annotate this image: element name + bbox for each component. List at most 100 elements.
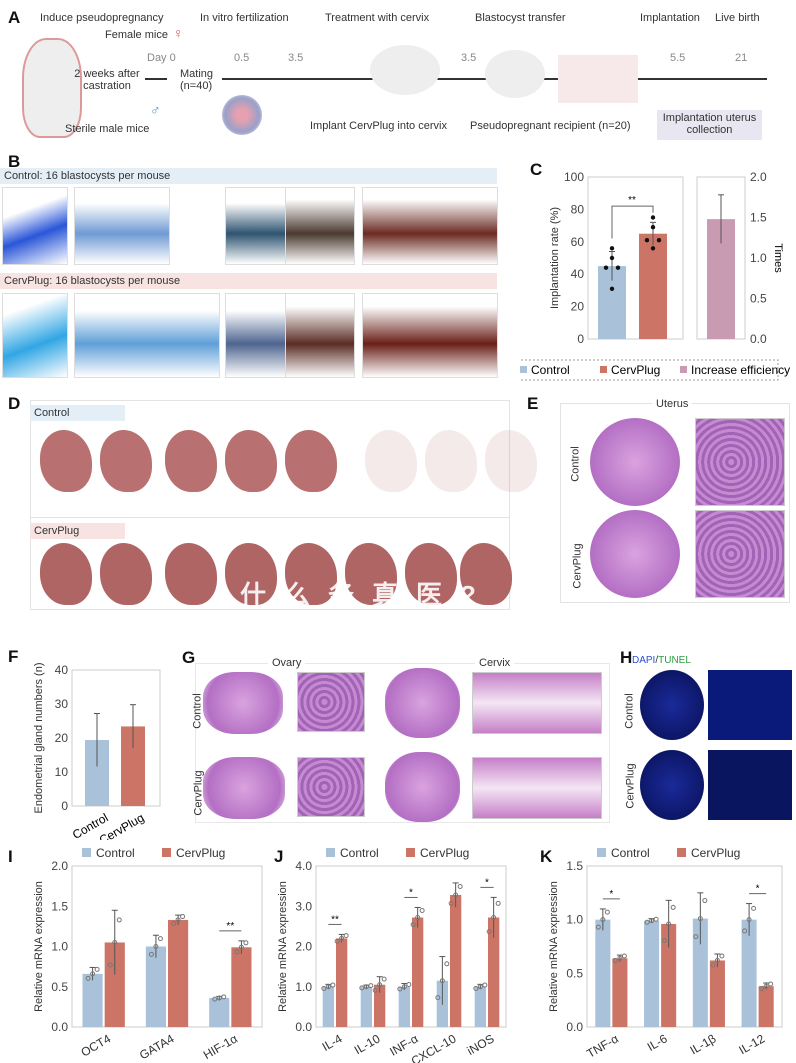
data-point xyxy=(175,917,181,923)
y-axis-label: Relative mRNA expression xyxy=(548,881,560,1012)
cervix-image xyxy=(385,668,460,738)
uterus-image xyxy=(362,293,498,378)
data-point xyxy=(656,237,662,243)
pup-image xyxy=(100,430,152,492)
data-point xyxy=(457,884,463,890)
legend-swatch xyxy=(680,366,687,373)
histology-frame xyxy=(195,663,610,823)
data-point xyxy=(742,928,748,934)
row-label: CervPlug xyxy=(624,763,637,809)
significance-mark: ** xyxy=(628,195,636,206)
pup-image xyxy=(365,430,417,492)
bar xyxy=(450,894,462,1027)
data-point xyxy=(397,986,403,992)
uterus-image xyxy=(285,187,355,265)
y-tick-label: 30 xyxy=(55,697,69,711)
bar xyxy=(231,947,252,1027)
bar xyxy=(595,919,611,1027)
blastocyst-illustration xyxy=(558,55,638,103)
significance-mark: ** xyxy=(331,914,339,925)
pup-image xyxy=(285,543,337,605)
data-point xyxy=(171,920,177,926)
significance-mark: ** xyxy=(226,921,234,932)
data-point xyxy=(406,981,412,987)
pup-image xyxy=(285,430,337,492)
data-point xyxy=(439,978,445,984)
data-point xyxy=(368,983,374,989)
ovary-zoom-image xyxy=(297,757,365,817)
panel-label: B xyxy=(8,152,21,171)
uterus-zoom-image xyxy=(695,418,785,506)
data-point xyxy=(363,984,369,990)
data-point xyxy=(153,944,159,949)
data-point xyxy=(763,983,769,989)
data-point xyxy=(609,246,615,251)
mouse-illustration xyxy=(370,45,440,95)
data-point xyxy=(343,933,349,939)
y2-tick-label: 2.0 xyxy=(750,170,767,184)
y-tick-label: 10 xyxy=(55,765,69,779)
x-tick-label: GATA4 xyxy=(137,1031,177,1062)
panel-label: H xyxy=(620,648,633,667)
x-tick-label: IL-6 xyxy=(645,1031,670,1054)
bar xyxy=(488,917,500,1027)
y-tick-label: 20 xyxy=(571,300,585,314)
plot-frame xyxy=(587,176,684,340)
pup-image xyxy=(405,543,457,605)
uterus-section-image xyxy=(590,418,680,506)
row-label: CervPlug xyxy=(571,543,584,589)
data-point xyxy=(719,953,725,959)
y-tick-label: 0.5 xyxy=(51,980,68,994)
y-tick-label: 1.5 xyxy=(51,899,68,913)
x-tick-label: IL-4 xyxy=(320,1031,345,1054)
bar xyxy=(104,942,125,1027)
data-point xyxy=(401,984,407,990)
data-point xyxy=(491,915,497,921)
panel-label: K xyxy=(540,847,553,866)
data-point xyxy=(419,907,425,913)
cervix-zoom-image xyxy=(472,757,602,819)
data-point xyxy=(746,917,752,923)
day-label: Day 0 xyxy=(147,52,176,64)
panel-label: I xyxy=(8,847,13,866)
data-point xyxy=(339,935,345,941)
panel-label: D xyxy=(8,394,21,413)
y2-tick-label: 1.5 xyxy=(750,211,767,225)
y-tick-label: 80 xyxy=(571,202,585,216)
data-point xyxy=(702,898,708,904)
bar xyxy=(639,233,667,339)
significance-bracket xyxy=(611,205,654,239)
uterus-title: Uterus xyxy=(652,398,693,410)
data-point xyxy=(435,995,441,1001)
y-tick-label: 100 xyxy=(564,170,584,184)
pup-image xyxy=(40,430,92,492)
data-point xyxy=(325,984,331,990)
y-tick-label: 3.0 xyxy=(295,899,312,913)
mating-label: Mating (n=40) xyxy=(180,68,214,92)
pup-image xyxy=(425,430,477,492)
legend-swatch xyxy=(82,848,91,857)
data-point xyxy=(243,940,249,946)
fluorescence-zoom-image xyxy=(708,750,792,820)
y-tick-label: 4.0 xyxy=(295,859,312,873)
mouse-illustration xyxy=(22,38,82,138)
data-point xyxy=(112,939,118,945)
pup-image xyxy=(225,543,277,605)
pup-image xyxy=(460,543,512,605)
y-tick-label: 1.0 xyxy=(566,913,583,927)
data-point xyxy=(650,215,656,220)
chart-i: I 0.0 0.5 1.0 1.5 2.0 Relative mRNA expression… xyxy=(8,846,263,1062)
data-point xyxy=(486,929,492,935)
significance-mark: * xyxy=(485,877,489,888)
x-tick-label: OCT4 xyxy=(78,1031,113,1059)
bar xyxy=(644,920,660,1027)
data-point xyxy=(666,921,672,927)
data-point xyxy=(649,918,655,924)
data-point xyxy=(697,916,703,922)
data-point xyxy=(710,962,716,968)
plot-frame xyxy=(71,865,263,1028)
bar xyxy=(709,960,725,1027)
data-point xyxy=(650,246,656,251)
embryo-illustration xyxy=(222,95,262,135)
data-point xyxy=(372,987,378,993)
